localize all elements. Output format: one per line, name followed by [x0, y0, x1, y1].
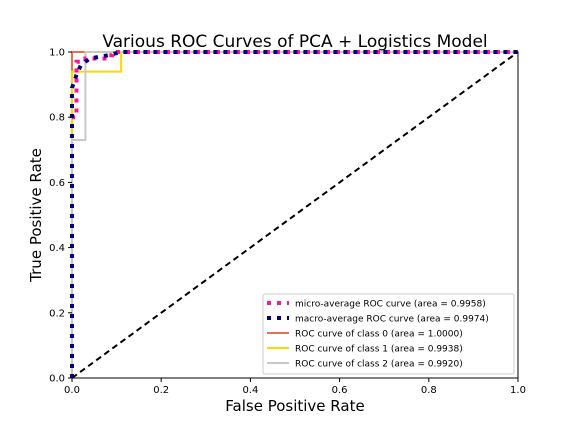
legend-label-macro-average-roc-curve-area-0-9974: macro-average ROC curve (area = 0.9974): [295, 315, 489, 325]
x-tick-label: 0.2: [153, 385, 169, 396]
series-layer: [70, 50, 519, 379]
legend-label-roc-curve-of-class-2-area-0-9920: ROC curve of class 2 (area = 0.9920): [295, 360, 463, 370]
y-tick-label: 1.0: [49, 48, 65, 59]
y-axis-label: True Positive Rate: [27, 148, 45, 283]
x-tick-label: 1.0: [510, 385, 526, 396]
y-tick-label: 0.0: [49, 374, 65, 385]
x-tick-label: 0.0: [64, 385, 80, 396]
y-tick-label: 0.2: [49, 308, 65, 319]
chance-reference-line: [71, 51, 519, 379]
x-tick-label: 0.8: [421, 385, 437, 396]
legend-label-roc-curve-of-class-1-area-0-9938: ROC curve of class 1 (area = 0.9938): [295, 345, 463, 355]
chart-title: Various ROC Curves of PCA + Logistics Mo…: [102, 32, 487, 52]
x-axis-label: False Positive Rate: [225, 397, 364, 415]
legend-box: [262, 293, 515, 375]
y-tick-label: 0.8: [49, 113, 65, 124]
legend-label-micro-average-roc-curve-area-0-9958: micro-average ROC curve (area = 0.9958): [295, 300, 486, 310]
x-tick-label: 0.6: [332, 385, 348, 396]
y-tick-label: 0.6: [49, 178, 65, 189]
ticks-layer: 0.0 0.2 0.4 0.6 0.8 1.0 0.0 0.2 0.4 0.6 0.8 1.0: [49, 48, 526, 397]
y-tick-label: 0.4: [49, 243, 65, 254]
series-line-macro-average-roc-curve-area-0-9974: [70, 50, 518, 378]
legend: micro-average ROC curve (area = 0.9958) m…: [262, 293, 515, 375]
x-tick-label: 0.4: [242, 385, 258, 396]
legend-label-roc-curve-of-class-0-area-1-0000: ROC curve of class 0 (area = 1.0000): [295, 330, 463, 340]
